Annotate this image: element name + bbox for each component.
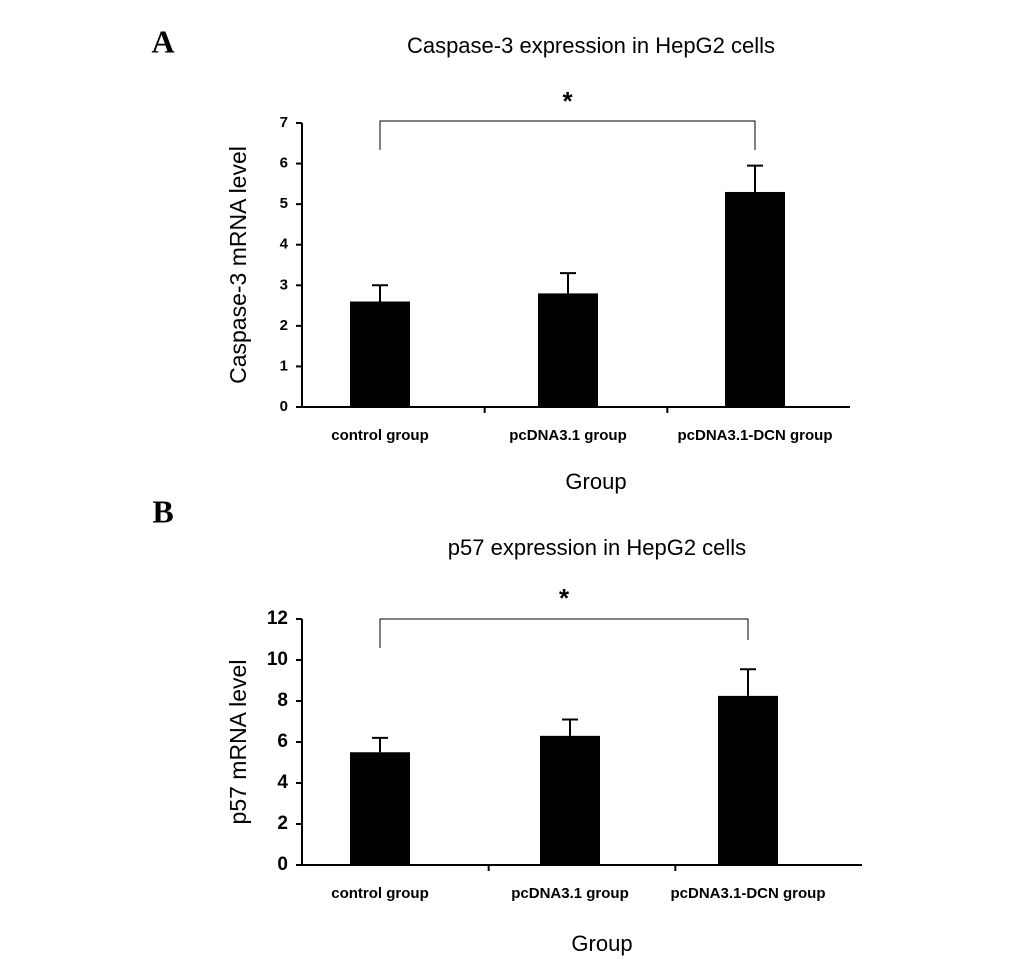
error-bar bbox=[747, 164, 763, 192]
error-bar bbox=[740, 668, 756, 696]
y-tick-label: 7 bbox=[280, 114, 288, 131]
bar bbox=[538, 293, 598, 407]
y-tick-label: 2 bbox=[280, 317, 288, 334]
y-tick-label: 8 bbox=[277, 690, 288, 711]
significance-label: * bbox=[562, 86, 573, 116]
x-axis-label: Group bbox=[565, 469, 626, 494]
bar bbox=[350, 301, 410, 407]
significance-bracket bbox=[379, 120, 756, 150]
panel-label: B bbox=[152, 493, 173, 529]
y-tick-label: 10 bbox=[267, 649, 288, 670]
x-tick-label: pcDNA3.1-DCN group bbox=[670, 885, 825, 902]
x-tick-label: control group bbox=[331, 427, 429, 444]
y-tick-label: 6 bbox=[277, 731, 288, 752]
significance-label: * bbox=[559, 583, 570, 613]
chart-title: p57 expression in HepG2 cells bbox=[448, 535, 746, 560]
y-tick-label: 4 bbox=[280, 236, 289, 253]
bar bbox=[540, 735, 600, 865]
bar bbox=[725, 191, 785, 407]
error-bar bbox=[562, 718, 578, 736]
error-bar bbox=[372, 736, 388, 753]
x-tick-label: pcDNA3.1-DCN group bbox=[677, 427, 832, 444]
y-tick-label: 0 bbox=[277, 854, 288, 875]
chart-title: Caspase-3 expression in HepG2 cells bbox=[407, 33, 775, 58]
y-tick-label: 0 bbox=[280, 398, 288, 415]
y-axis-label: p57 mRNA level bbox=[225, 660, 251, 825]
error-bar bbox=[560, 272, 576, 294]
x-tick-label: pcDNA3.1 group bbox=[511, 885, 629, 902]
x-axis-label: Group bbox=[571, 931, 632, 956]
significance-bracket bbox=[379, 618, 749, 648]
y-tick-label: 12 bbox=[267, 608, 288, 629]
y-tick-label: 3 bbox=[280, 276, 288, 293]
panel-label: A bbox=[151, 23, 174, 59]
y-axis-label: Caspase-3 mRNA level bbox=[225, 146, 251, 384]
bar bbox=[718, 695, 778, 865]
y-tick-label: 6 bbox=[280, 155, 288, 172]
x-tick-label: pcDNA3.1 group bbox=[509, 427, 627, 444]
error-bar bbox=[372, 284, 388, 302]
bar bbox=[350, 752, 410, 865]
y-tick-label: 5 bbox=[280, 195, 288, 212]
y-tick-label: 4 bbox=[277, 772, 288, 793]
y-tick-label: 2 bbox=[277, 813, 288, 834]
y-tick-label: 1 bbox=[280, 357, 288, 374]
x-tick-label: control group bbox=[331, 885, 429, 902]
